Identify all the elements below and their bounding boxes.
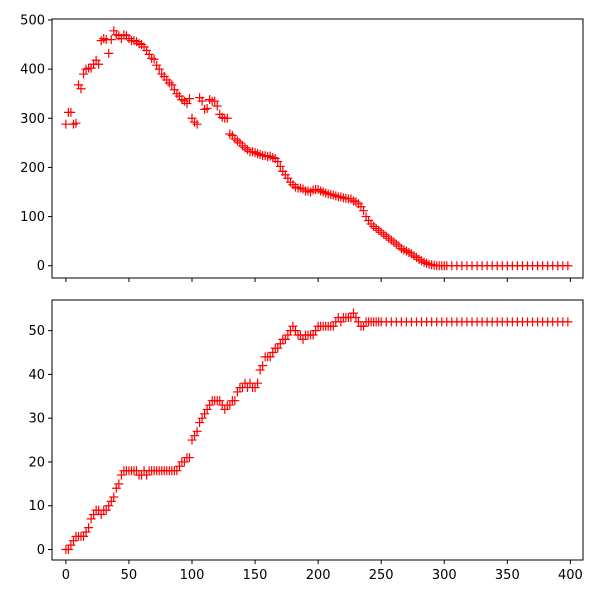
data-point-marker — [359, 206, 369, 216]
y-tick-label: 200 — [20, 161, 45, 176]
y-tick-label: 400 — [20, 63, 45, 78]
data-point-marker — [114, 479, 124, 489]
bottom-subplot: 0 50 100 150 200 250 300 350 400 0 10 20 30 40 50 — [28, 299, 584, 583]
y-tick-label: 40 — [28, 368, 45, 383]
x-tick-label: 200 — [306, 568, 331, 583]
data-point-marker — [84, 523, 94, 533]
axes-frame — [51, 18, 584, 279]
data-point-marker — [149, 54, 159, 64]
y-tick-label: 30 — [28, 412, 45, 427]
data-point-marker — [192, 426, 202, 436]
data-point-marker — [563, 317, 573, 327]
data-point-marker — [106, 35, 116, 45]
data-point-marker — [563, 261, 573, 271]
x-tick-label: 350 — [495, 568, 520, 583]
data-point-marker — [182, 99, 192, 109]
data-point-marker — [109, 492, 119, 502]
y-tick-label: 10 — [28, 499, 45, 514]
data-point-marker — [192, 119, 202, 129]
data-point-marker — [154, 64, 164, 74]
data-point-marker — [222, 113, 232, 123]
data-point-marker — [167, 80, 177, 90]
data-point-marker — [104, 48, 114, 58]
y-tick-label: 300 — [20, 112, 45, 127]
y-tick-label: 50 — [28, 324, 45, 339]
data-point-marker — [273, 157, 283, 167]
data-point-marker — [258, 361, 268, 371]
x-tick-label: 50 — [121, 568, 138, 583]
data-point-marker — [230, 396, 240, 406]
top-subplot: 0 100 200 300 400 500 — [20, 13, 584, 282]
y-tick-label: 0 — [37, 259, 45, 274]
x-tick-label: 400 — [558, 568, 583, 583]
data-point-marker — [212, 101, 222, 111]
data-point-marker — [79, 69, 89, 79]
data-point-marker — [184, 453, 194, 463]
x-tick-label: 300 — [432, 568, 457, 583]
data-point-marker — [202, 103, 212, 113]
x-tick-label: 0 — [62, 568, 70, 583]
x-tick-label: 100 — [180, 568, 205, 583]
data-point-marker — [94, 59, 104, 69]
data-point-marker — [210, 96, 220, 106]
data-point-marker — [184, 94, 194, 104]
data-point-marker — [253, 378, 263, 388]
data-point-marker — [61, 119, 71, 129]
x-tick-label: 150 — [243, 568, 268, 583]
y-tick-label: 0 — [37, 543, 45, 558]
x-tick-label: 250 — [369, 568, 394, 583]
data-point-marker — [197, 96, 207, 106]
y-tick-label: 500 — [20, 13, 45, 28]
data-point-marker — [71, 118, 81, 128]
data-point-marker — [76, 84, 86, 94]
y-tick-label: 100 — [20, 210, 45, 225]
data-point-marker — [275, 161, 285, 171]
axes-frame — [51, 299, 584, 561]
data-point-marker — [66, 107, 76, 117]
y-tick-label: 20 — [28, 455, 45, 470]
